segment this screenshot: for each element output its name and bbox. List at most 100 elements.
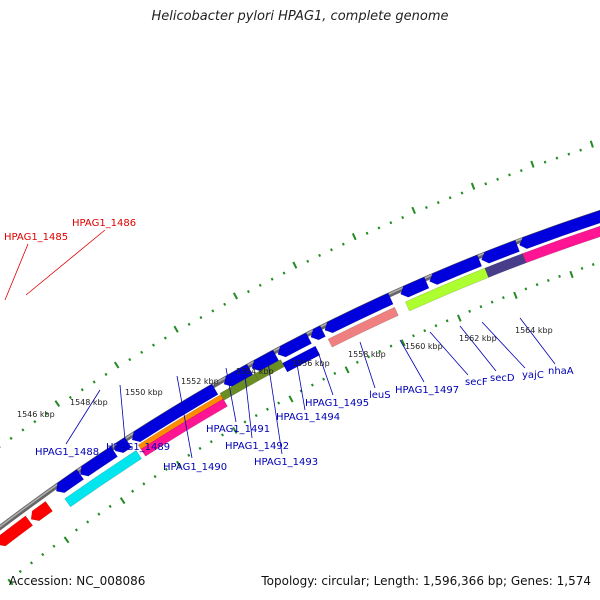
tick-mark: [378, 349, 382, 353]
tick-mark: [211, 309, 215, 313]
tick-mark: [400, 339, 406, 347]
callout-line: [4, 243, 29, 301]
gene-block: [429, 254, 483, 285]
gene-label-hpag1_1497: HPAG1_1497: [395, 385, 459, 396]
tick-mark: [322, 377, 326, 381]
tick-mark: [351, 233, 357, 241]
tick-mark: [513, 291, 518, 299]
gene-label-callouts: HPAG1_1485 HPAG1_1486 HPAG1_1488 HPAG1_1489…: [4, 218, 574, 473]
gene-label-hpag1_1495: HPAG1_1495: [305, 398, 369, 409]
tick-mark: [54, 400, 61, 408]
tick-mark: [423, 329, 427, 333]
tick-mark: [187, 453, 191, 457]
tick-mark: [412, 334, 415, 338]
tick-mark: [7, 578, 14, 586]
tick-mark: [292, 261, 298, 269]
tick-mark: [333, 371, 337, 376]
tick-mark: [377, 226, 381, 230]
tick-mark: [501, 296, 505, 300]
tick-mark: [558, 274, 561, 278]
gene-label-hpag1_1493: HPAG1_1493: [254, 457, 318, 468]
gene-label-hpag1_1491: HPAG1_1491: [206, 424, 270, 435]
tick-mark: [258, 283, 262, 287]
gene-block: [519, 210, 600, 249]
tick-mark: [33, 420, 37, 424]
tick-mark: [282, 271, 286, 275]
tick-mark: [265, 407, 269, 411]
tick-label: 1562 kbp: [459, 334, 497, 343]
gene-block: [254, 359, 285, 381]
tick-mark: [579, 148, 583, 152]
callout-line: [119, 384, 126, 441]
reverse-gene-track: [64, 225, 600, 508]
tick-mark: [519, 169, 523, 173]
gene-block: [327, 306, 399, 348]
tick-mark: [68, 395, 72, 400]
tick-mark: [389, 344, 393, 348]
gene-label-secd: secD: [490, 373, 515, 384]
callout-line: [519, 317, 556, 365]
tick-mark: [318, 253, 322, 258]
gene-label-hpag1_1492: HPAG1_1492: [225, 441, 289, 452]
gene-block: [277, 332, 312, 358]
tick-label-group: 1546 kbp 1548 kbp 1550 kbp 1552 kbp 1554 kbp…: [17, 326, 553, 419]
tick-mark: [232, 292, 239, 300]
gene-block: [400, 276, 430, 298]
tick-mark: [288, 395, 294, 403]
tick-mark: [92, 380, 96, 384]
tick-label: 1558 kbp: [348, 350, 386, 359]
callout-line: [317, 351, 334, 396]
tick-mark: [389, 221, 393, 225]
tick-mark: [29, 561, 34, 565]
callout-line: [176, 375, 193, 459]
tick-mark: [221, 433, 225, 437]
gene-label-leus: leuS: [369, 390, 391, 401]
accession-text: Accession: NC_008086: [9, 574, 146, 588]
tick-mark: [113, 361, 120, 369]
callout-line: [359, 341, 376, 389]
tick-mark: [306, 259, 310, 263]
tick-mark: [199, 315, 203, 320]
gene-block: [484, 253, 527, 278]
tick-mark: [434, 324, 438, 328]
tick-mark: [344, 366, 350, 374]
inner-tick-track: [7, 263, 595, 586]
tick-mark: [448, 196, 452, 200]
tick-mark: [21, 428, 25, 432]
callout-line: [399, 339, 425, 383]
gene-block: [30, 501, 53, 521]
tick-mark: [41, 552, 45, 557]
tick-mark: [243, 420, 247, 424]
tick-mark: [187, 322, 191, 326]
tick-mark: [131, 489, 135, 493]
tick-mark: [128, 357, 132, 362]
tick-mark: [108, 504, 112, 508]
callout-line: [459, 325, 497, 372]
tick-mark: [52, 544, 56, 548]
gene-block: [79, 446, 118, 477]
callout-line: [65, 389, 101, 445]
tick-mark: [365, 231, 369, 235]
tick-mark: [198, 446, 202, 451]
gene-block: [56, 469, 85, 494]
tick-mark: [254, 413, 258, 418]
tick-mark: [580, 266, 584, 270]
tick-mark: [470, 182, 476, 190]
tick-mark: [310, 383, 314, 387]
tick-mark: [367, 355, 371, 359]
tick-label: 1564 kbp: [515, 326, 553, 335]
tick-label: 1554 kbp: [236, 367, 274, 376]
callout-line: [25, 229, 106, 296]
tick-mark: [411, 206, 416, 215]
gene-block: [404, 267, 489, 312]
tick-mark: [569, 270, 574, 279]
tick-mark: [176, 460, 182, 468]
tick-mark: [436, 201, 440, 205]
tick-mark: [232, 426, 238, 434]
tick-mark: [524, 287, 528, 291]
tick-mark: [97, 512, 101, 516]
outer-tick-track: [0, 140, 594, 448]
gene-label-hpag1_1486: HPAG1_1486: [72, 218, 136, 229]
tick-mark: [209, 440, 213, 444]
